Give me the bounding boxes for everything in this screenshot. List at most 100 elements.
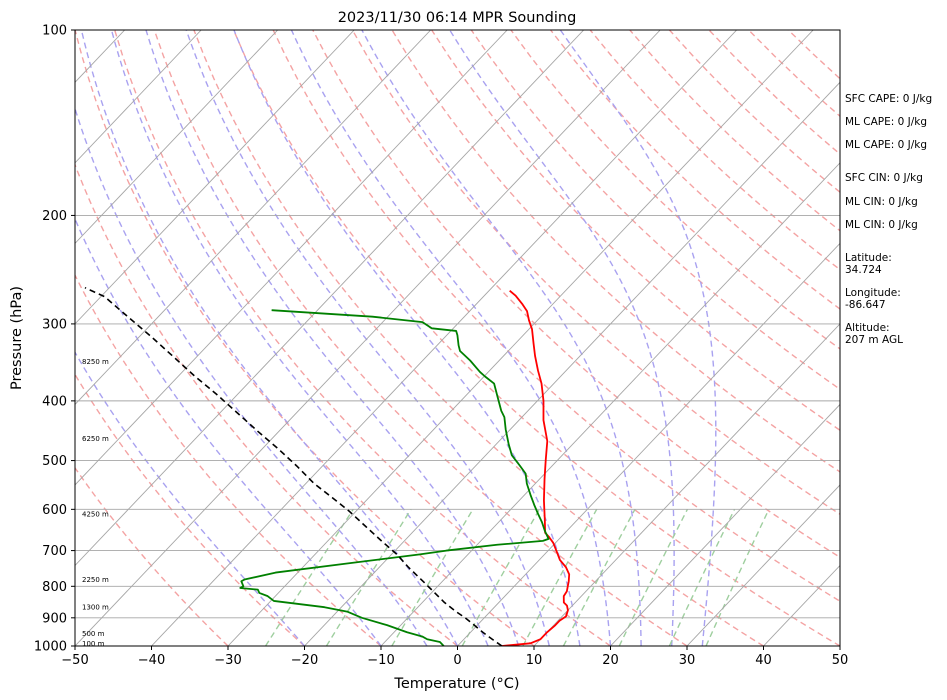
temperature-profile-line — [501, 290, 571, 646]
sounding-indices: SFC CAPE: 0 J/kg ML CAPE: 0 J/kg ML CAPE: … — [845, 93, 932, 346]
isotherm-line — [75, 30, 279, 245]
dry-adiabat-line — [272, 30, 840, 603]
y-tick-label: 100 — [42, 24, 67, 39]
y-tick-label: 700 — [42, 544, 67, 559]
moist-adiabat-line — [185, 30, 550, 646]
isotherm-line — [457, 242, 840, 646]
x-tick-label: −40 — [138, 653, 165, 668]
height-label: 8250 m — [82, 358, 109, 366]
dry-adiabat-line — [75, 373, 305, 646]
sounding-index-text: 207 m AGL — [845, 334, 903, 346]
sounding-index-text: ML CAPE: 0 J/kg — [845, 139, 927, 151]
dry-adiabat-line — [114, 30, 611, 646]
isotherm-line — [304, 81, 840, 646]
x-tick-label: −30 — [214, 653, 241, 668]
mixing-ratio-line — [562, 509, 636, 646]
moist-adiabat-line — [75, 106, 428, 646]
x-tick-label: −50 — [61, 653, 88, 668]
background-lines — [75, 30, 840, 646]
x-tick-label: −20 — [291, 653, 318, 668]
height-label: 1300 m — [82, 604, 109, 612]
isotherm-line — [75, 30, 661, 646]
isotherm-line — [533, 323, 840, 646]
dry-adiabat-line — [193, 30, 764, 646]
sounding-index-text: -86.647 — [845, 299, 886, 311]
dry-adiabat-line — [312, 30, 840, 559]
y-tick-label: 400 — [42, 394, 67, 409]
sounding-index-text: SFC CIN: 0 J/kg — [845, 172, 923, 184]
x-tick-label: 30 — [679, 653, 696, 668]
moist-adiabat-line — [110, 30, 489, 646]
sounding-index-text: SFC CAPE: 0 J/kg — [845, 93, 932, 105]
moist-adiabat-line — [80, 30, 459, 646]
dry-adiabat-line — [510, 30, 840, 350]
moist-adiabat-line — [449, 30, 675, 646]
y-axis-label: Pressure (hPa) — [9, 286, 25, 390]
dry-adiabat-line — [75, 162, 458, 646]
height-label: 2250 m — [82, 576, 109, 584]
height-label: 6250 m — [82, 435, 109, 443]
moist-adiabat-line — [233, 30, 581, 646]
moist-adiabat-line — [145, 30, 520, 646]
mixing-ratio-line — [391, 508, 474, 646]
moist-adiabat-line — [361, 30, 642, 646]
mixing-ratio-line — [705, 509, 770, 646]
moist-adiabat-line — [290, 30, 612, 646]
y-axis: 1000 900 800 700 600 500 400 300 200 100 — [34, 24, 75, 655]
mixing-ratio-line — [265, 508, 354, 646]
isobar-isotherm-grid — [75, 30, 840, 646]
y-tick-label: 900 — [42, 611, 67, 626]
height-labels: 100 m 500 m 1300 m 2250 m 4250 m 6250 m 8250 m — [82, 358, 109, 648]
moist-adiabat-line — [75, 217, 382, 646]
height-label: 4250 m — [82, 510, 109, 518]
isotherm-line — [75, 30, 202, 164]
sounding-index-text: ML CIN: 0 J/kg — [845, 219, 918, 231]
dry-adiabat-line — [153, 30, 688, 646]
mixing-ratio-line — [668, 509, 736, 646]
sounding-index-text: ML CAPE: 0 J/kg — [845, 116, 927, 128]
isotherm-line — [75, 30, 355, 325]
height-label: 500 m — [82, 630, 105, 638]
dry-adiabat-line — [470, 30, 840, 391]
x-tick-label: 50 — [832, 653, 849, 668]
y-tick-label: 800 — [42, 580, 67, 595]
dry-adiabat-line — [550, 30, 840, 310]
mixing-ratio-line — [461, 508, 541, 646]
isotherm-line — [686, 484, 840, 646]
chart-title: 2023/11/30 06:14 MPR Sounding — [338, 10, 577, 26]
dry-adiabat-line — [75, 30, 535, 646]
isotherm-line — [610, 403, 840, 646]
x-axis-label: Temperature (°C) — [393, 676, 519, 692]
dry-adiabat-line — [431, 30, 840, 432]
y-tick-label: 1000 — [34, 640, 67, 655]
x-axis: −50 −40 −30 −20 −10 0 10 20 30 40 50 — [61, 646, 848, 668]
x-tick-label: −10 — [367, 653, 394, 668]
isotherm-line — [75, 30, 585, 567]
moist-adiabat-line — [559, 30, 717, 646]
dry-adiabat-line — [75, 466, 229, 646]
parcel-profile-line — [84, 286, 503, 646]
x-tick-label: 40 — [755, 653, 772, 668]
x-tick-label: 0 — [453, 653, 461, 668]
x-tick-label: 20 — [602, 653, 619, 668]
dry-adiabat-line — [391, 30, 840, 473]
sounding-index-text: ML CIN: 0 J/kg — [845, 196, 918, 208]
sounding-index-text: Latitude: — [845, 252, 892, 264]
moist-adiabat-line — [75, 350, 306, 646]
x-tick-label: 10 — [526, 653, 543, 668]
sounding-index-text: Longitude: — [845, 287, 901, 299]
isotherm-line — [151, 30, 738, 646]
dry-adiabat-line — [232, 30, 840, 646]
isotherm-line — [75, 30, 432, 406]
y-tick-label: 500 — [42, 454, 67, 469]
sounding-profiles — [84, 286, 571, 646]
sounding-index-text: 34.724 — [845, 264, 882, 276]
y-tick-label: 300 — [42, 317, 67, 332]
isotherm-line — [227, 30, 814, 646]
isotherm-line — [75, 30, 508, 486]
dewpoint-profile-line — [239, 309, 550, 646]
dry-adiabat-line — [351, 30, 840, 516]
isotherm-line — [380, 162, 840, 646]
y-tick-label: 600 — [42, 503, 67, 518]
